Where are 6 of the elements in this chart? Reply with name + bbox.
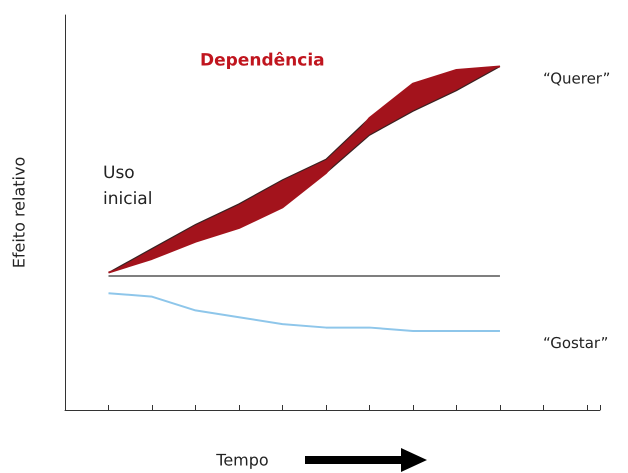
text: “Gostar” (542, 334, 608, 352)
y-axis-title: Efeito relativo (10, 156, 28, 268)
annotation: Dependência (200, 50, 325, 70)
x-axis-title: Tempo (215, 450, 269, 470)
annotation: Uso inicial (103, 163, 152, 209)
text: “Querer” (542, 70, 610, 88)
